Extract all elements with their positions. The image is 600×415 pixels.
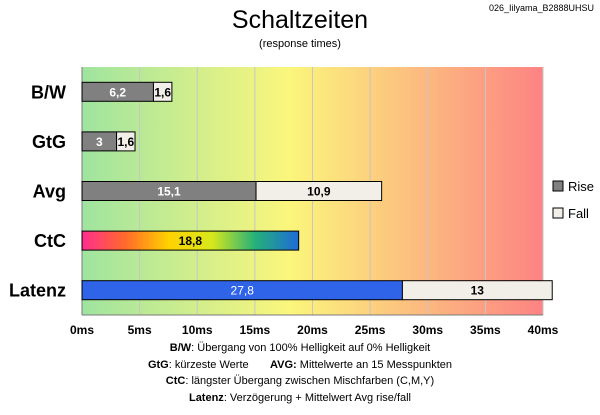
bar-value-label: 1,6 [117,135,134,149]
x-tick-label: 35ms [470,323,501,337]
bar-value-label: 3 [96,135,103,149]
bar-value-label: 10,9 [307,185,331,199]
legend-swatch [552,207,564,219]
bar-fall [401,280,553,301]
x-tick-label: 5ms [128,323,152,337]
legend-label: Fall [568,206,589,221]
category-label: CtC [34,231,66,251]
legend-group: Rise Fall [552,179,594,221]
legend-swatch [552,180,564,192]
bar-fall [116,131,136,152]
bar-value-label: 15,1 [157,185,181,199]
footnote-text: : kürzeste Werte [168,358,249,371]
footnote-text: Mittelwerte an 15 Messpunkten [296,358,453,371]
footnote-term: B/W [169,342,192,354]
bars-group: 6,2 1,6 3 1,6 15,1 10,9 18,8 27,8 13 [81,81,553,301]
legend-label: Rise [568,179,594,194]
footnote-term: GtG [147,358,169,371]
category-label: Latenz [9,281,66,301]
chart-title: Schaltzeiten [231,6,369,34]
x-tick-label: 25ms [355,323,386,337]
bar-value-label: 18,8 [179,234,203,248]
footnote-text: : Übergang von 100% Helligkeit auf 0% He… [191,342,431,354]
bar-fall [255,181,383,201]
bar-value-label: 6,2 [109,85,126,99]
x-tick-label: 30ms [412,323,443,337]
footnote-gtg: GtG: kürzeste Werte AVG: Mittelwerte an … [0,357,600,374]
x-tick-label: 40ms [528,323,559,337]
footnote-term: CtC [165,375,186,387]
bar-value-label: 27,8 [231,284,255,298]
bar-value-label: 13 [471,284,485,298]
category-labels-group: B/W GtG Avg CtC Latenz [9,82,66,300]
footnote-term: AVG: [270,358,297,371]
bar-fall [152,81,173,102]
bar-rise [81,230,300,251]
footnotes: B/W: Übergang von 100% Helligkeit auf 0%… [0,340,600,406]
bar-value-label: 1,6 [154,85,171,99]
footnote-ctc: CtC: längster Übergang zwischen Mischfar… [0,373,600,390]
footnote-text: : längster Übergang zwischen Mischfarben… [185,375,435,387]
footnote-text: : Verzögerung + Mittelwert Avg rise/fall [223,391,412,404]
monitor-id-label: 026_Iilyama_B2888UHSU [488,3,594,13]
category-label: GtG [32,132,66,152]
category-label: B/W [31,82,66,102]
footnote-latenz: Latenz: Verzögerung + Mittelwert Avg ris… [0,390,600,407]
x-tick-label: 20ms [297,323,328,337]
chart-subtitle: (response times) [259,38,341,50]
footnote-term: Latenz [188,391,224,404]
footnote-bw: B/W: Übergang von 100% Helligkeit auf 0%… [0,340,600,357]
category-label: Avg [33,182,66,202]
x-tick-label: 10ms [182,323,213,337]
x-tick-label: 0ms [70,323,94,337]
x-tick-labels-group: 0ms 5ms 10ms 15ms 20ms 25ms 30ms 35ms 40ms [70,323,559,337]
x-tick-label: 15ms [240,323,271,337]
